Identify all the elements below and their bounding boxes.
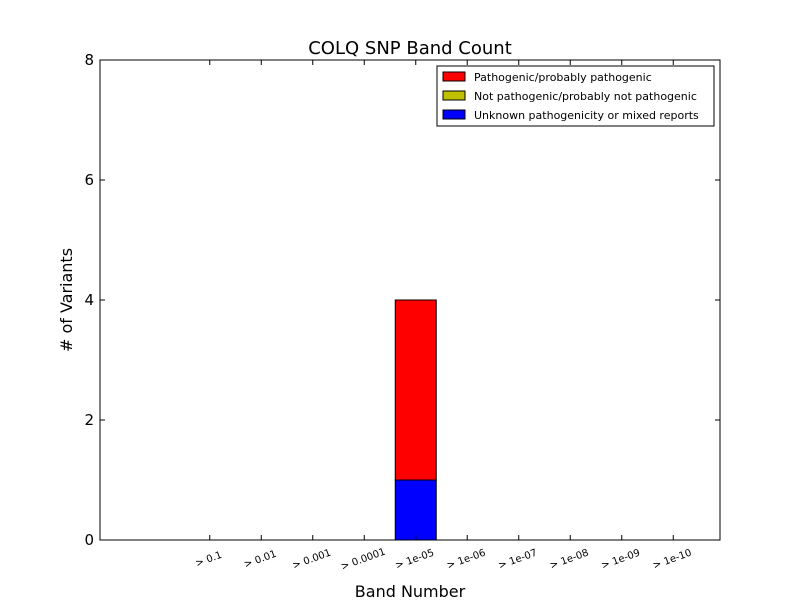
x-tick-label: > 1e-05 (394, 548, 436, 572)
x-tick-label: > 0.001 (291, 548, 333, 572)
legend-box (436, 65, 715, 127)
legend-swatch (442, 90, 466, 101)
x-tick-label: > 0.1 (194, 550, 224, 570)
x-tick-label: > 1e-09 (600, 548, 642, 572)
legend-swatch (442, 71, 466, 82)
bars-layer (394, 299, 437, 541)
legend-swatch (442, 109, 466, 120)
x-tick-label: > 0.0001 (340, 547, 388, 573)
plot-frame (99, 59, 721, 541)
y-tick-label: 0 (84, 531, 94, 549)
x-tick-label: > 1e-10 (652, 548, 694, 572)
x-axis-label: Band Number (355, 582, 466, 600)
y-tick-label: 8 (84, 51, 94, 69)
y-axis-label: # of Variants (57, 248, 76, 352)
legend-label: Not pathogenic/probably not pathogenic (474, 90, 697, 103)
chart-title: COLQ SNP Band Count (308, 38, 512, 59)
bar-segment (394, 479, 437, 541)
legend: Pathogenic/probably pathogenic Not pathog… (436, 65, 715, 127)
y-tick-label: 4 (84, 291, 94, 309)
x-tick-label: > 1e-08 (549, 548, 591, 572)
x-tick-label: > 1e-07 (497, 548, 539, 572)
y-tick-label: 6 (84, 171, 94, 189)
x-tick-label: > 1e-06 (446, 548, 488, 572)
x-tick-label: > 0.01 (243, 549, 279, 571)
bar-segment (394, 299, 437, 481)
y-tick-label: 2 (84, 411, 94, 429)
legend-label: Unknown pathogenicity or mixed reports (474, 109, 699, 122)
legend-label: Pathogenic/probably pathogenic (474, 71, 652, 84)
